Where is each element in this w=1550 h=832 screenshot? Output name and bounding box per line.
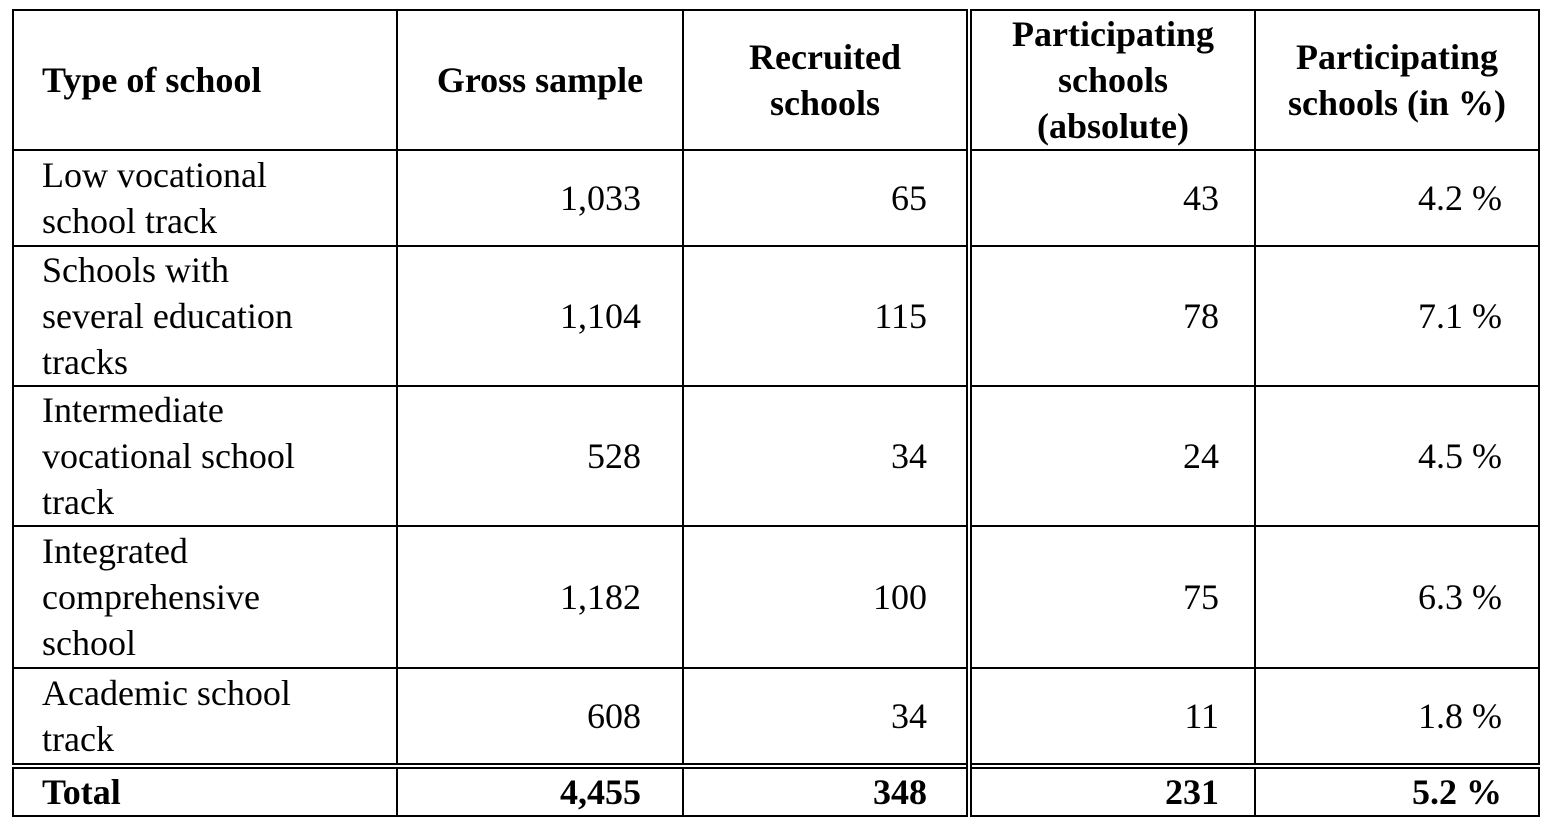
recruited-schools-cell: 34	[682, 667, 970, 767]
participating-absolute-cell: 11	[966, 667, 1256, 767]
total-row: Total 4,455 348 231 5.2 %	[12, 763, 1540, 817]
table-row: Low vocational school track 1,033 65 43 …	[12, 149, 1540, 247]
participating-percent-cell: 4.2 %	[1254, 149, 1540, 247]
header-participating-percent: Participating schools (in %)	[1254, 9, 1540, 151]
school-type-cell: Schools with several education tracks	[12, 245, 398, 387]
gross-sample-cell: 1,182	[396, 525, 684, 669]
gross-sample-cell: 528	[396, 385, 684, 527]
recruited-schools-cell: 34	[682, 385, 970, 527]
participating-percent-cell: 1.8 %	[1254, 667, 1540, 767]
header-row: Type of school Gross sample Recruited sc…	[12, 9, 1540, 151]
recruited-schools-cell: 100	[682, 525, 970, 669]
participating-absolute-cell: 24	[966, 385, 1256, 527]
table-row: Academic school track 608 34 11 1.8 %	[12, 667, 1540, 767]
recruited-schools-cell: 115	[682, 245, 970, 387]
participating-absolute-cell: 78	[966, 245, 1256, 387]
school-type-cell: Low vocational school track	[12, 149, 398, 247]
total-participating-percent-cell: 5.2 %	[1254, 763, 1540, 817]
participating-absolute-cell: 43	[966, 149, 1256, 247]
header-gross-sample: Gross sample	[396, 9, 684, 151]
total-recruited-schools-cell: 348	[682, 763, 970, 817]
participating-percent-cell: 7.1 %	[1254, 245, 1540, 387]
header-recruited-schools: Recruited schools	[682, 9, 970, 151]
header-participating-absolute: Participating schools (absolute)	[966, 9, 1256, 151]
table-row: Integrated comprehensive school 1,182 10…	[12, 525, 1540, 669]
total-label-cell: Total	[12, 763, 398, 817]
table-row: Intermediate vocational school track 528…	[12, 385, 1540, 527]
recruited-schools-cell: 65	[682, 149, 970, 247]
school-type-cell: Intermediate vocational school track	[12, 385, 398, 527]
school-type-cell: Integrated comprehensive school	[12, 525, 398, 669]
total-participating-absolute-cell: 231	[966, 763, 1256, 817]
school-type-cell: Academic school track	[12, 667, 398, 767]
gross-sample-cell: 1,033	[396, 149, 684, 247]
participating-percent-cell: 4.5 %	[1254, 385, 1540, 527]
gross-sample-cell: 1,104	[396, 245, 684, 387]
school-participation-table: Type of school Gross sample Recruited sc…	[12, 9, 1540, 817]
table-row: Schools with several education tracks 1,…	[12, 245, 1540, 387]
participating-percent-cell: 6.3 %	[1254, 525, 1540, 669]
header-type-of-school: Type of school	[12, 9, 398, 151]
participating-absolute-cell: 75	[966, 525, 1256, 669]
total-gross-sample-cell: 4,455	[396, 763, 684, 817]
gross-sample-cell: 608	[396, 667, 684, 767]
table-container: Type of school Gross sample Recruited sc…	[12, 9, 1540, 817]
